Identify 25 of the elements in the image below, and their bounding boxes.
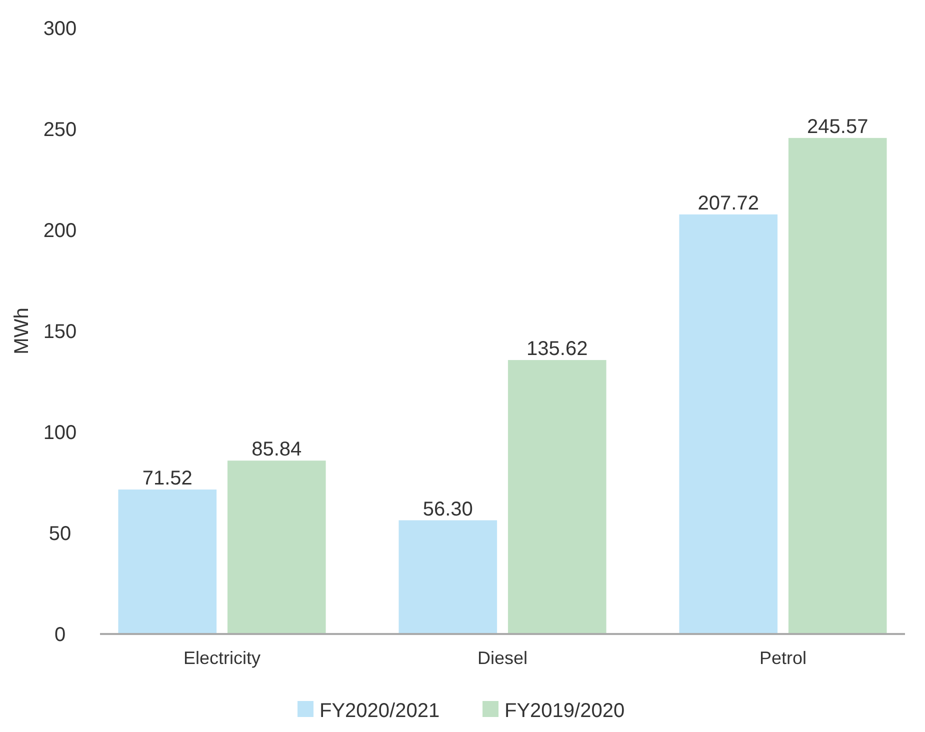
x-tick-label: Diesel bbox=[477, 648, 528, 668]
data-label: 71.52 bbox=[142, 468, 192, 490]
y-axis-title: MWh bbox=[11, 308, 33, 354]
y-tick-label: 250 bbox=[43, 119, 77, 141]
bar bbox=[788, 138, 887, 634]
data-label: 56.30 bbox=[422, 498, 473, 520]
bar bbox=[508, 360, 606, 634]
bar bbox=[398, 520, 498, 634]
data-label: 85.84 bbox=[252, 438, 302, 461]
legend-label: FY2020/2021 bbox=[320, 700, 440, 722]
y-tick-label: 0 bbox=[54, 624, 66, 646]
y-tick-label: 100 bbox=[43, 422, 77, 444]
data-label: 207.72 bbox=[698, 192, 759, 214]
y-tick-label: 200 bbox=[43, 220, 77, 242]
y-tick-label: 150 bbox=[43, 321, 77, 343]
x-tick-label: Electricity bbox=[184, 648, 261, 668]
x-tick-label: Petrol bbox=[759, 648, 807, 668]
bar bbox=[679, 214, 778, 634]
y-tick-label: 300 bbox=[43, 18, 77, 40]
bar bbox=[118, 490, 217, 634]
legend-label: FY2019/2020 bbox=[504, 700, 625, 722]
y-tick-label: 50 bbox=[48, 523, 72, 545]
bar bbox=[227, 460, 326, 634]
data-label: 245.57 bbox=[807, 116, 868, 138]
data-label: 135.62 bbox=[526, 338, 588, 360]
